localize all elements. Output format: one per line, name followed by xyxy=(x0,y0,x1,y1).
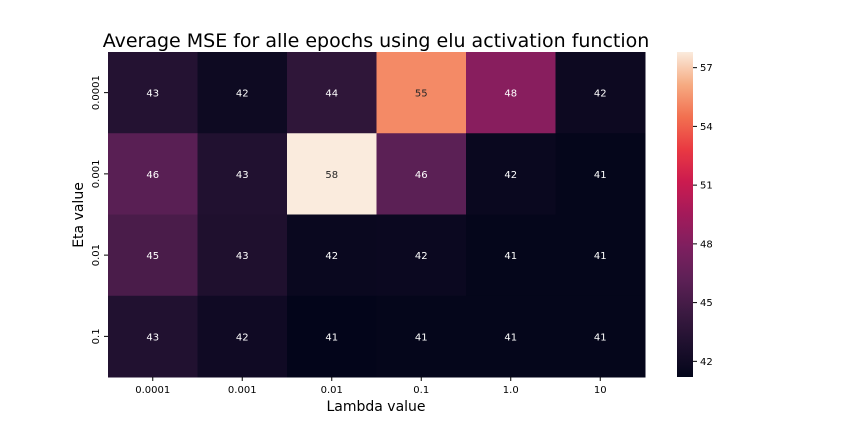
x-tick-labels: 0.0001 0.001 0.01 0.1 1.0 10 xyxy=(135,377,607,396)
cell-annotation: 41 xyxy=(594,251,607,262)
cell-annotation: 43 xyxy=(146,332,159,343)
heatmap-cell xyxy=(197,52,288,134)
colorbar: 42 45 48 51 54 57 xyxy=(677,52,713,377)
colorbar-tick-label: 51 xyxy=(700,181,713,192)
heatmap-cell xyxy=(466,295,556,378)
cell-annotation: 55 xyxy=(415,89,428,100)
cell-annotation: 48 xyxy=(504,89,517,100)
cell-annotation: 42 xyxy=(594,89,607,100)
heatmap-cell xyxy=(466,133,556,215)
y-tick-label: 0.01 xyxy=(91,244,102,266)
heatmap-cell xyxy=(287,214,377,297)
x-tick-label: 0.01 xyxy=(321,385,343,396)
cell-annotation: 41 xyxy=(415,332,428,343)
y-tick-label: 0.0001 xyxy=(91,75,102,110)
colorbar-tick-label: 57 xyxy=(700,63,713,74)
y-tick-label: 0.1 xyxy=(91,328,102,344)
cell-annotation: 43 xyxy=(236,251,249,262)
cell-annotation: 42 xyxy=(236,89,249,100)
heatmap-cell xyxy=(376,133,467,215)
colorbar-tick-label: 48 xyxy=(700,239,713,250)
x-tick-label: 0.001 xyxy=(228,385,257,396)
heatmap-cell xyxy=(108,295,198,378)
x-tick-label: 0.1 xyxy=(413,385,429,396)
y-tick-label: 0.001 xyxy=(91,160,102,189)
colorbar-tick-label: 42 xyxy=(700,357,713,368)
heatmap-cell xyxy=(376,295,467,378)
heatmap-cell xyxy=(376,214,467,297)
cell-annotation: 46 xyxy=(146,170,159,181)
heatmap-cell xyxy=(287,295,377,378)
cell-annotation: 42 xyxy=(236,332,249,343)
cell-annotation: 41 xyxy=(594,170,607,181)
heatmap-cell xyxy=(555,214,646,297)
colorbar-tick-label: 54 xyxy=(700,122,713,133)
cell-annotation: 58 xyxy=(325,170,338,181)
heatmap-cell xyxy=(197,295,288,378)
cell-annotation: 42 xyxy=(325,251,338,262)
x-tick-label: 1.0 xyxy=(503,385,519,396)
cell-annotation: 41 xyxy=(504,332,517,343)
heatmap-cell xyxy=(287,52,377,134)
heatmap-cell xyxy=(197,133,288,215)
x-tick-label: 10 xyxy=(594,385,607,396)
heatmap-cell xyxy=(555,295,646,378)
cell-annotation: 42 xyxy=(504,170,517,181)
x-axis-label: Lambda value xyxy=(326,399,425,415)
y-axis-label: Eta value xyxy=(71,182,87,248)
heatmap-cell xyxy=(376,52,467,134)
cell-annotation: 41 xyxy=(325,332,338,343)
heatmap-cell xyxy=(108,214,198,297)
heatmap-cell xyxy=(197,214,288,297)
heatmap-cell xyxy=(108,52,198,134)
colorbar-gradient xyxy=(677,52,693,377)
heatmap-cell xyxy=(108,133,198,215)
cell-annotation: 42 xyxy=(415,251,428,262)
x-tick-label: 0.0001 xyxy=(135,385,170,396)
y-tick-labels: 0.0001 0.001 0.01 0.1 xyxy=(91,75,108,344)
heatmap-cell xyxy=(555,133,646,215)
cell-annotation: 41 xyxy=(504,251,517,262)
chart-title: Average MSE for alle epochs using elu ac… xyxy=(103,30,650,52)
heatmap-cell xyxy=(555,52,646,134)
cell-annotation: 44 xyxy=(325,89,338,100)
heatmap-cell xyxy=(287,133,377,215)
colorbar-tick-label: 45 xyxy=(700,298,713,309)
cell-annotation: 43 xyxy=(146,89,159,100)
cell-annotation: 43 xyxy=(236,170,249,181)
heatmap-cells: 43 42 44 55 48 42 46 43 58 46 42 41 45 43 42 42 41 41 43 42… xyxy=(108,52,646,378)
cell-annotation: 46 xyxy=(415,170,428,181)
cell-annotation: 45 xyxy=(146,251,159,262)
cell-annotation: 41 xyxy=(594,332,607,343)
heatmap-cell xyxy=(466,52,556,134)
heatmap-cell xyxy=(466,214,556,297)
